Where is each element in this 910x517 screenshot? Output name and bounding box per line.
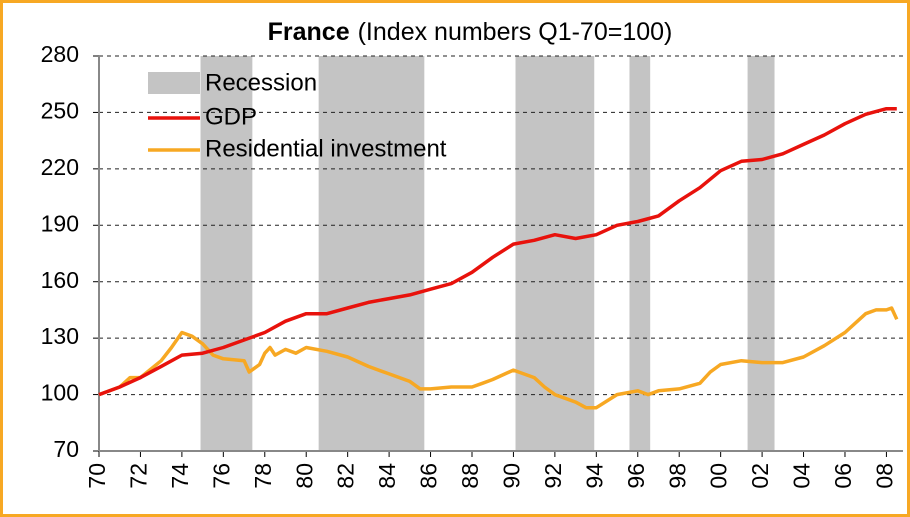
- x-tick-label: 78: [250, 463, 276, 489]
- recession-band: [318, 56, 425, 451]
- x-tick-label: 96: [623, 463, 649, 489]
- y-tick-label: 190: [41, 210, 79, 236]
- y-tick-label: 70: [53, 436, 79, 462]
- x-tick-label: 90: [499, 463, 525, 489]
- x-tick-label: 92: [540, 463, 566, 489]
- x-tick-label: 70: [84, 463, 110, 489]
- x-tick-label: 82: [333, 463, 359, 489]
- x-tick-label: 08: [872, 463, 898, 489]
- x-tick-label: 02: [747, 463, 773, 489]
- legend-label: Residential investment: [205, 135, 447, 162]
- y-tick-label: 220: [41, 154, 79, 180]
- legend-label: GDP: [205, 103, 257, 130]
- x-tick-label: 98: [664, 463, 690, 489]
- x-tick-label: 80: [291, 463, 317, 489]
- x-tick-label: 94: [581, 463, 607, 489]
- y-tick-label: 160: [41, 267, 79, 293]
- title: France: [268, 18, 350, 46]
- y-tick-label: 280: [41, 41, 79, 67]
- recession-band: [200, 56, 253, 451]
- y-tick-label: 100: [41, 380, 79, 406]
- x-tick-label: 04: [789, 463, 815, 489]
- subtitle: (Index numbers Q1-70=100): [358, 18, 673, 46]
- line-series: [98, 106, 897, 397]
- chart-title: France (Index numbers Q1-70=100): [268, 18, 673, 46]
- y-tick-label: 130: [41, 323, 79, 349]
- y-tick-label: 250: [41, 98, 79, 124]
- legend-label: Recession: [205, 69, 317, 96]
- recession-band: [629, 56, 651, 451]
- x-tick-label: 72: [126, 463, 152, 489]
- legend-swatch: [148, 72, 200, 94]
- x-tick-label: 84: [374, 463, 400, 489]
- x-tick-label: 74: [167, 463, 193, 489]
- x-tick-label: 00: [706, 463, 732, 489]
- x-tick-label: 86: [416, 463, 442, 489]
- x-tick-label: 06: [830, 463, 856, 489]
- x-tick-label: 88: [457, 463, 483, 489]
- recession-band: [515, 56, 595, 451]
- recession-band: [747, 56, 775, 451]
- x-tick-label: 76: [208, 463, 234, 489]
- line-series: [98, 306, 899, 410]
